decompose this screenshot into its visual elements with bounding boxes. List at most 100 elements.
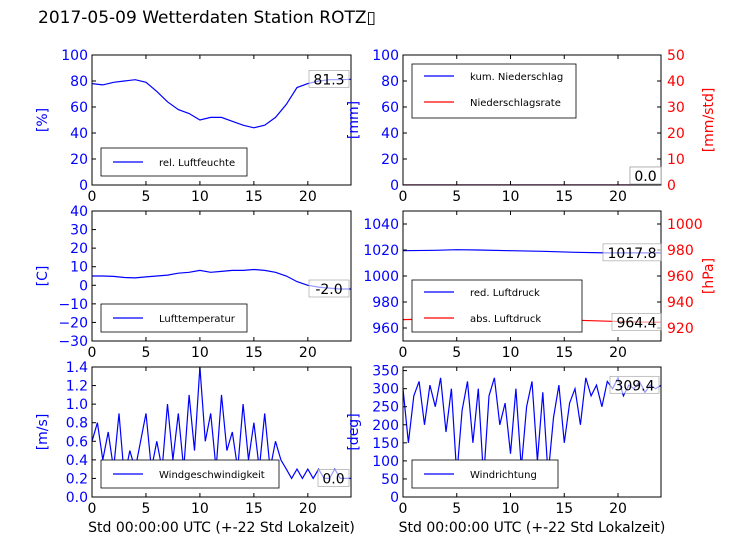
y2-tick-label: 40 [667, 74, 685, 90]
plot-frame [91, 366, 352, 498]
y-tick-label: 0.6 [66, 434, 88, 450]
legend-label: Niederschlagsrate [470, 98, 561, 109]
value-box [317, 469, 350, 487]
legend-box [411, 279, 583, 333]
last-value-label: -2.0 [315, 282, 342, 298]
x-tick-label: 10 [502, 501, 520, 517]
y-tick-label: 0 [390, 178, 399, 194]
y-tick-label: 30 [70, 223, 88, 239]
x-tick-label: 5 [452, 501, 461, 517]
value-box [629, 166, 662, 185]
y-tick-label: 100 [61, 48, 88, 64]
x-tick-label: 5 [141, 345, 150, 361]
y2-tick-label: 30 [667, 100, 685, 116]
last-value-label: 0.0 [634, 169, 656, 185]
y-axis-label: [m/s] [35, 414, 51, 451]
y2-tick-label: 980 [667, 243, 694, 259]
value-box [602, 243, 662, 262]
y-axis-label: [C] [35, 266, 51, 287]
plot-frame [402, 366, 662, 498]
y-tick-label: 1.0 [66, 397, 88, 413]
y2-tick-label: 920 [667, 321, 694, 337]
x-tick-label: 20 [609, 501, 627, 517]
last-value-label: 309.4 [614, 378, 654, 394]
y-tick-label: 1020 [363, 243, 399, 259]
y2-tick-label: 50 [667, 48, 685, 64]
y-tick-label: 250 [372, 400, 399, 416]
x-tick-label: 5 [141, 501, 150, 517]
x-tick-label: 15 [555, 345, 573, 361]
y-axis-label: [deg] [346, 413, 362, 450]
y-tick-label: 0 [390, 490, 399, 506]
last-value-label: 81.3 [313, 72, 344, 88]
y-tick-label: 60 [70, 100, 88, 116]
x-tick-label: 20 [299, 189, 317, 205]
y-tick-label: 100 [372, 454, 399, 470]
legend-label: abs. Luftdruck [470, 314, 541, 325]
x-tick-label: 5 [141, 189, 150, 205]
legend-label: Lufttemperatur [159, 314, 236, 325]
last-value-label: 0.0 [322, 471, 344, 487]
chart-humidity: 0 5 10 15 20 0 20 40 60 80 100 [%] rel. Luftfeuchte 8… [35, 48, 352, 205]
y-tick-label: 0.4 [66, 453, 88, 469]
y-tick-label: 0.2 [66, 471, 88, 487]
y-tick-label: 1000 [363, 269, 399, 285]
y-tick-label: 1.2 [66, 379, 88, 395]
chart-pressure: 0 5 10 15 20 960 980 1000 1020 1040 920 940 960 980 10… [363, 210, 717, 361]
y2-tick-label: 960 [667, 269, 694, 285]
chart-wind-speed: 0 5 10 15 20 0.0 0.2 0.4 0.6 0.8 1.0 1.2 1.4 [m/s] Win… [35, 360, 352, 517]
legend-box [411, 63, 577, 119]
y-tick-label: −30 [58, 334, 88, 350]
y-tick-label: 960 [372, 321, 399, 337]
x-tick-label: 20 [299, 501, 317, 517]
chart-wind-direction: 0 5 10 15 20050100150200250300350[deg]Windri… [346, 364, 662, 517]
x-tick-label: 0 [399, 501, 408, 517]
legend-label: kum. Niederschlag [470, 72, 563, 83]
x-tick-label: 10 [191, 345, 209, 361]
x-tick-label: 10 [502, 189, 520, 205]
x-tick-label: 15 [555, 501, 573, 517]
value-box [609, 375, 660, 394]
plot-frame [91, 54, 352, 186]
legend-label: Windgeschwindigkeit [159, 470, 265, 481]
x-tick-label: 5 [452, 345, 461, 361]
y-tick-label: 50 [381, 472, 399, 488]
x-axis-label: Std 00:00:00 UTC (+-22 Std Lokalzeit) [399, 520, 666, 536]
legend-label: rel. Luftfeuchte [159, 158, 235, 169]
x-tick-label: 10 [502, 345, 520, 361]
y-tick-label: 0.0 [66, 490, 88, 506]
x-tick-label: 20 [299, 345, 317, 361]
y2-axis-label: [mm/std] [701, 88, 717, 153]
y-tick-label: 10 [70, 260, 88, 276]
y-tick-label: 0 [79, 178, 88, 194]
y2-tick-label: 10 [667, 152, 685, 168]
plot-frame [91, 210, 352, 342]
x-tick-label: 15 [245, 501, 263, 517]
legend-label: red. Luftdruck [470, 288, 540, 299]
y-tick-label: 20 [70, 152, 88, 168]
y-axis-label: [%] [35, 108, 51, 132]
y-tick-label: 350 [372, 364, 399, 380]
series-line-1 [92, 78, 351, 129]
y-tick-label: 980 [372, 295, 399, 311]
x-tick-label: 0 [399, 189, 408, 205]
y-tick-label: 300 [372, 382, 399, 398]
chart-precipitation: 0 5 10 15 20 0 20 40 60 80 100 0 10 20 30 40 50 [mm] [mm/s… [346, 48, 717, 205]
y-tick-label: 40 [381, 126, 399, 142]
y2-tick-label: 20 [667, 126, 685, 142]
y-tick-label: 80 [70, 74, 88, 90]
x-tick-label: 20 [609, 189, 627, 205]
x-tick-label: 10 [191, 189, 209, 205]
y-tick-label: −20 [58, 315, 88, 331]
value-box [308, 279, 350, 298]
y-tick-label: 40 [70, 126, 88, 142]
y2-tick-label: 1000 [667, 217, 703, 233]
x-tick-label: 0 [88, 345, 97, 361]
value-box [611, 312, 662, 331]
value-box [308, 70, 350, 88]
series-line-1 [92, 268, 351, 290]
x-tick-label: 0 [88, 501, 97, 517]
y2-tick-label: 0 [667, 178, 676, 194]
y-tick-label: 20 [70, 241, 88, 257]
